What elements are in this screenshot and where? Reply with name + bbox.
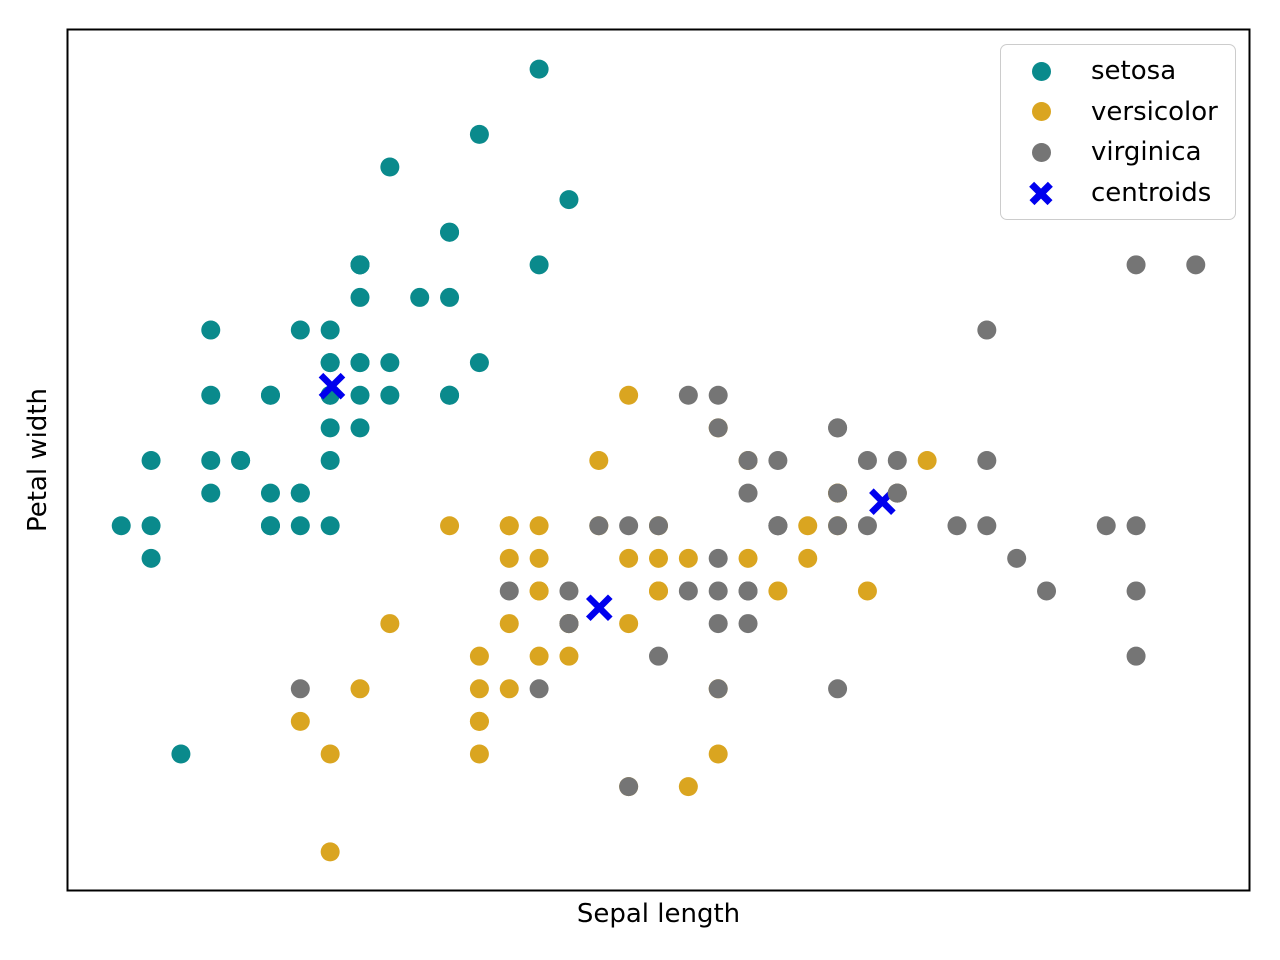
legend: setosa versicolor virginica centroids — [1000, 44, 1236, 220]
series-virginica — [290, 255, 1206, 797]
virginica-dot-icon — [1031, 142, 1051, 162]
legend-item-virginica: virginica — [1001, 132, 1235, 173]
legend-item-setosa: setosa — [1001, 51, 1235, 92]
legend-label-centroids: centroids — [1091, 177, 1212, 208]
centroids-x-icon — [1029, 181, 1053, 205]
x-axis-label: Sepal length — [576, 899, 741, 929]
legend-item-centroids: centroids — [1001, 173, 1235, 214]
setosa-dot-icon — [1031, 61, 1051, 81]
legend-label-virginica: virginica — [1091, 137, 1202, 168]
legend-item-versicolor: versicolor — [1001, 92, 1235, 133]
y-axis-label: Petal width — [23, 387, 53, 533]
legend-label-versicolor: versicolor — [1091, 96, 1218, 127]
versicolor-dot-icon — [1031, 102, 1051, 122]
series-centroids — [318, 372, 896, 622]
axes-frame — [66, 28, 1251, 892]
legend-label-setosa: setosa — [1091, 56, 1177, 87]
scatter-series-layer — [111, 59, 1206, 862]
series-versicolor — [290, 385, 937, 862]
series-setosa — [111, 59, 579, 764]
